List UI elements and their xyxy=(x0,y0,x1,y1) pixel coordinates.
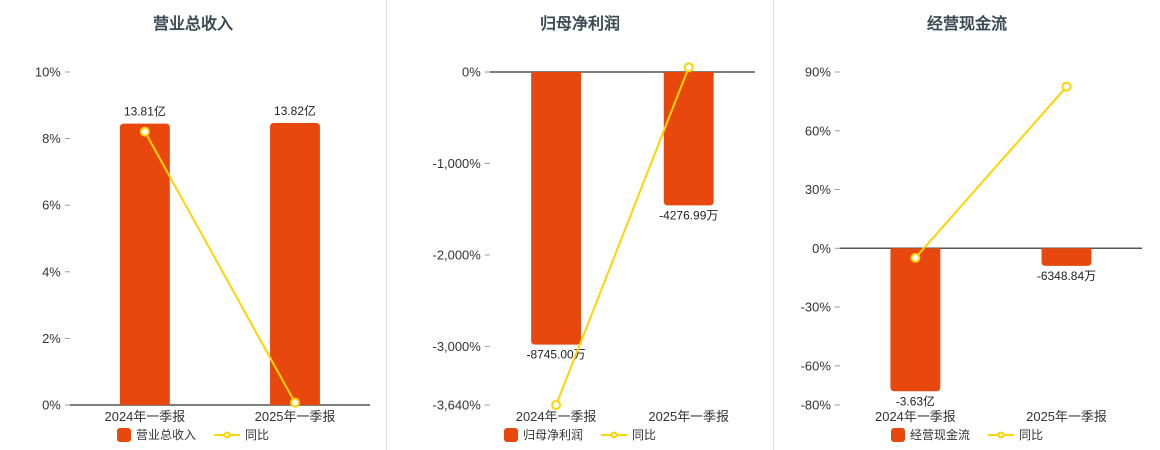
y-axis-tick-label: -80% xyxy=(801,397,832,412)
line-series xyxy=(555,66,690,406)
line-marker-dot-icon xyxy=(223,431,231,438)
chart-legend: 营业总收入 同比 xyxy=(0,426,386,443)
bar-series-swatch-icon xyxy=(503,427,518,442)
line-series-swatch-icon xyxy=(601,431,627,438)
line-marker[interactable] xyxy=(139,126,150,137)
line-marker[interactable] xyxy=(1061,81,1072,92)
y-axis-tick-label: 30% xyxy=(805,182,831,197)
line-marker-dot-icon xyxy=(610,431,618,438)
line-marker[interactable] xyxy=(289,397,300,408)
line-marker[interactable] xyxy=(683,62,694,73)
bar-series-swatch-icon xyxy=(890,427,905,442)
line-series-swatch-icon xyxy=(214,431,240,438)
y-axis-tick-label: 90% xyxy=(805,64,831,79)
line-marker[interactable] xyxy=(551,400,562,410)
y-axis-tick-label: 6% xyxy=(42,198,61,213)
bar-value-label: -4276.99万 xyxy=(659,208,718,222)
revenue-chart-canvas[interactable]: 10% 8% 6% 4% 2% 0% 13.81亿 13.82亿 2024年一季报 2025年一季… xyxy=(0,0,386,450)
bar[interactable] xyxy=(531,72,581,345)
legend-item-bar-series[interactable]: 经营现金流 xyxy=(890,426,970,443)
x-axis-category-label: 2024年一季报 xyxy=(516,409,597,424)
x-axis-category-label: 2025年一季报 xyxy=(255,409,336,424)
x-axis-category-label: 2024年一季报 xyxy=(105,409,186,424)
chart-panel-cash-flow: 90% 60% 30% 0% -30% -60% -80% -3.63亿 -6348.84万 20… xyxy=(773,0,1160,450)
y-axis-tick-label: 60% xyxy=(805,123,831,138)
bar[interactable] xyxy=(890,248,941,392)
chart-panel-net-profit: 0% -1,000% -2,000% -3,000% -3,640% -8745.00万 -… xyxy=(386,0,773,450)
legend-label-bar: 经营现金流 xyxy=(909,428,970,442)
legend-label-line: 同比 xyxy=(245,428,270,442)
chart-legend: 归母净利润 同比 xyxy=(387,426,773,443)
y-axis-tick-label: 0% xyxy=(42,397,61,412)
bar-value-label: -8745.00万 xyxy=(526,348,585,362)
bar-series-swatch-icon xyxy=(116,427,131,442)
y-axis-tick-label: 0% xyxy=(812,241,831,256)
net-profit-chart-canvas[interactable]: 0% -1,000% -2,000% -3,000% -3,640% -8745.00万 -… xyxy=(387,0,773,450)
chart-panel-revenue: 10% 8% 6% 4% 2% 0% 13.81亿 13.82亿 2024年一季报 2025年一季… xyxy=(0,0,386,450)
bar[interactable] xyxy=(1041,248,1092,266)
x-axis-category-label: 2024年一季报 xyxy=(875,409,956,424)
x-axis-category-label: 2025年一季报 xyxy=(648,409,729,424)
y-axis-tick-label: 2% xyxy=(42,331,61,346)
legend-item-line-series[interactable]: 同比 xyxy=(214,426,269,443)
legend-item-bar-series[interactable]: 营业总收入 xyxy=(116,426,196,443)
y-axis-tick-label: 8% xyxy=(42,131,61,146)
legend-label-bar: 营业总收入 xyxy=(135,428,196,442)
line-marker-dot-icon xyxy=(997,431,1005,438)
line-series xyxy=(914,86,1068,259)
y-axis-tick-label: -3,640% xyxy=(433,397,482,412)
legend-item-line-series[interactable]: 同比 xyxy=(988,426,1043,443)
line-series xyxy=(144,131,296,404)
chart-legend: 经营现金流 同比 xyxy=(774,426,1160,443)
bar[interactable] xyxy=(119,123,170,406)
legend-item-line-series[interactable]: 同比 xyxy=(601,426,656,443)
x-axis-category-label: 2025年一季报 xyxy=(1026,409,1107,424)
cash-flow-chart-canvas[interactable]: 90% 60% 30% 0% -30% -60% -80% -3.63亿 -6348.84万 20… xyxy=(774,0,1160,450)
y-axis-tick-label: -30% xyxy=(801,300,832,315)
bar-value-label: -3.63亿 xyxy=(896,393,935,408)
y-axis-tick-label: 10% xyxy=(35,64,61,79)
legend-label-line: 同比 xyxy=(632,428,657,442)
y-axis-tick-label: 0% xyxy=(462,64,481,79)
y-axis-tick-label: -60% xyxy=(801,358,832,373)
y-axis-tick-label: 4% xyxy=(42,264,61,279)
y-axis-tick-label: -1,000% xyxy=(433,156,482,171)
legend-item-bar-series[interactable]: 归母净利润 xyxy=(503,426,583,443)
bar[interactable] xyxy=(270,122,320,405)
bar[interactable] xyxy=(663,72,714,206)
legend-label-bar: 归母净利润 xyxy=(522,428,583,442)
line-marker[interactable] xyxy=(910,252,921,263)
y-axis-tick-label: -3,000% xyxy=(433,339,482,354)
legend-label-line: 同比 xyxy=(1019,428,1044,442)
bar-value-label: -6348.84万 xyxy=(1037,269,1096,283)
bar-value-label: 13.81亿 xyxy=(124,104,166,119)
line-series-swatch-icon xyxy=(988,431,1014,438)
y-axis-tick-label: -2,000% xyxy=(433,247,482,262)
bar-value-label: 13.82亿 xyxy=(274,103,316,118)
